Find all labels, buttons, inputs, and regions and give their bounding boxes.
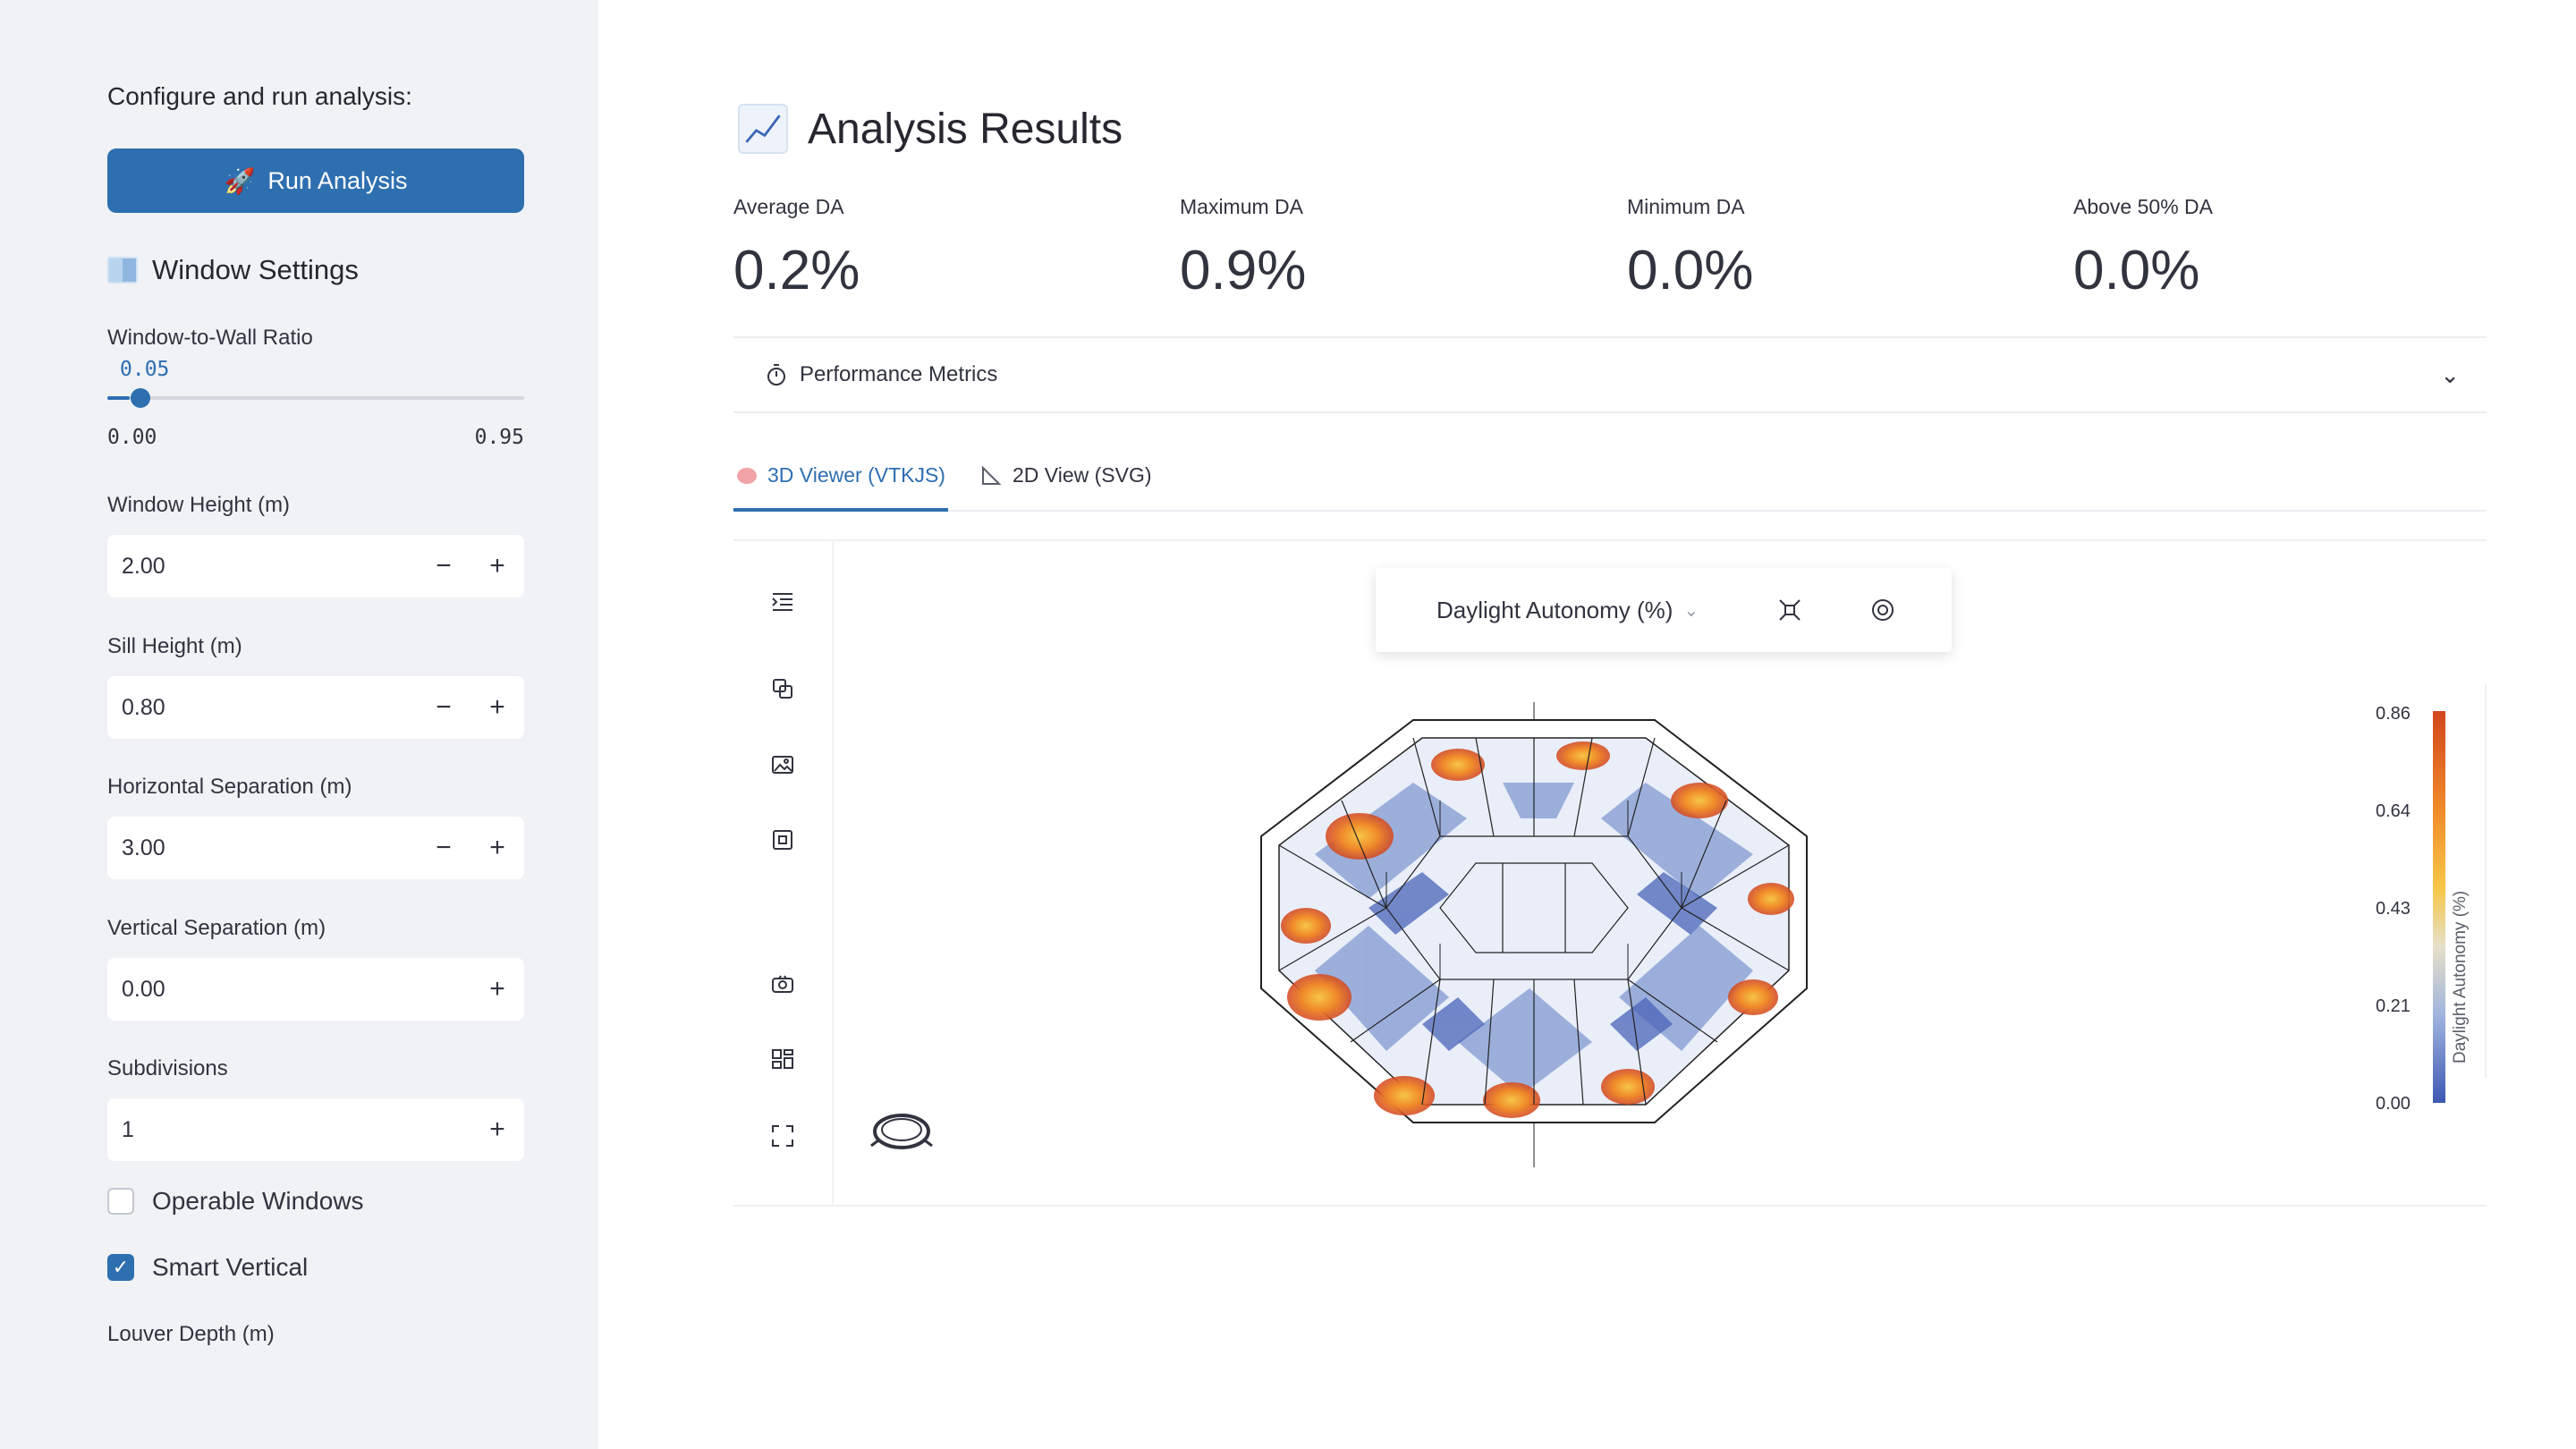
color-legend: 0.86 0.64 0.43 0.21 0.00 Daylight Autono…: [2326, 684, 2487, 1114]
legend-tick: 0.21: [2376, 996, 2411, 1016]
metric-minimum-da: Minimum DA 0.0%: [1627, 195, 2056, 302]
increment-button[interactable]: +: [489, 833, 505, 862]
fullscreen-icon[interactable]: [767, 1121, 798, 1151]
wwr-max: 0.95: [474, 426, 524, 449]
layers-copy-icon[interactable]: [767, 674, 798, 704]
wwr-slider-track[interactable]: [107, 396, 524, 400]
subdivisions-input[interactable]: 1 +: [107, 1098, 524, 1161]
horizontal-separation-input[interactable]: 3.00 − +: [107, 817, 524, 879]
smart-vertical-label: Smart Vertical: [152, 1253, 309, 1281]
smart-vertical-checkbox[interactable]: ✓ Smart Vertical: [107, 1253, 308, 1282]
increment-button[interactable]: +: [489, 551, 505, 580]
window-icon: [107, 257, 138, 284]
image-icon[interactable]: [767, 750, 798, 780]
tab-label: 3D Viewer (VTKJS): [767, 463, 945, 487]
window-height-label: Window Height (m): [107, 493, 291, 517]
chart-increasing-icon: [738, 104, 788, 154]
brain-icon: [737, 467, 757, 484]
legend-gradient-bar: [2433, 711, 2445, 1103]
decrement-button[interactable]: −: [436, 551, 452, 580]
metric-value: 0.9%: [1180, 240, 1307, 301]
metric-label: Minimum DA: [1627, 195, 1745, 218]
increment-button[interactable]: +: [489, 974, 505, 1004]
horizontal-separation-label: Horizontal Separation (m): [107, 775, 352, 799]
vertical-separation-label: Vertical Separation (m): [107, 916, 326, 940]
wwr-label: Window-to-Wall Ratio: [107, 326, 313, 350]
metric-value: 0.0%: [1627, 240, 1754, 301]
checkbox-checked[interactable]: ✓: [107, 1254, 134, 1281]
metric-maximum-da: Maximum DA 0.9%: [1180, 195, 1609, 302]
window-height-value[interactable]: 2.00: [122, 553, 165, 579]
legend-tick: 0.86: [2376, 704, 2411, 724]
viewer-floating-toolbar: Daylight Autonomy (%) ⌄: [1376, 568, 1952, 652]
decrement-button[interactable]: −: [436, 692, 452, 722]
tab-2d-view[interactable]: 2D View (SVG): [980, 463, 1152, 487]
metric-label: Above 50% DA: [2073, 195, 2213, 218]
metric-select-value: Daylight Autonomy (%): [1436, 596, 1674, 623]
operable-windows-label: Operable Windows: [152, 1187, 364, 1215]
orbit-control-icon[interactable]: [866, 1105, 937, 1163]
settings-icon[interactable]: [1868, 595, 1898, 625]
window-settings-label: Window Settings: [152, 254, 359, 285]
expander-label: Performance Metrics: [800, 362, 998, 386]
increment-button[interactable]: +: [489, 692, 505, 722]
stopwatch-icon: [767, 364, 785, 386]
wwr-current-value: 0.05: [120, 358, 170, 381]
sill-height-value[interactable]: 0.80: [122, 694, 165, 720]
page-title-text: Analysis Results: [808, 105, 1123, 153]
decrement-button[interactable]: −: [436, 833, 452, 862]
viewer-tabs: 3D Viewer (VTKJS) 2D View (SVG): [733, 456, 2487, 512]
list-indent-icon[interactable]: [767, 586, 798, 616]
sidebar: Configure and run analysis: 🚀 Run Analys…: [0, 0, 598, 1449]
subdivisions-value[interactable]: 1: [122, 1116, 134, 1142]
subdivisions-label: Subdivisions: [107, 1056, 228, 1080]
legend-tick: 0.43: [2376, 899, 2411, 919]
vertical-separation-input[interactable]: 0.00 +: [107, 958, 524, 1021]
metric-above-50-da: Above 50% DA 0.0%: [2073, 195, 2503, 302]
tab-label: 2D View (SVG): [1013, 463, 1152, 487]
wwr-min: 0.00: [107, 426, 157, 449]
legend-tick: 0.64: [2376, 801, 2411, 821]
tab-3d-viewer[interactable]: 3D Viewer (VTKJS): [737, 463, 945, 487]
viewer-toolbar: [733, 541, 834, 1207]
run-analysis-button[interactable]: 🚀 Run Analysis: [107, 148, 524, 213]
chevron-down-icon: ⌄: [1683, 600, 1699, 621]
metric-label: Maximum DA: [1180, 195, 1304, 218]
sill-height-label: Sill Height (m): [107, 634, 242, 658]
performance-metrics-expander[interactable]: Performance Metrics ⌄: [733, 336, 2487, 413]
horizontal-separation-value[interactable]: 3.00: [122, 835, 165, 860]
rocket-icon: 🚀: [224, 166, 256, 195]
window-height-input[interactable]: 2.00 − +: [107, 535, 524, 597]
chevron-down-icon[interactable]: ⌄: [2440, 361, 2460, 388]
metric-label: Average DA: [733, 195, 844, 218]
legend-title: Daylight Autonomy (%): [2451, 890, 2470, 1063]
page-title: Analysis Results: [738, 104, 1123, 154]
run-analysis-label: Run Analysis: [267, 166, 408, 194]
wwr-slider-fill: [107, 396, 130, 400]
wwr-slider-thumb[interactable]: [131, 388, 150, 408]
increment-button[interactable]: +: [489, 1114, 505, 1144]
3d-viewer[interactable]: Daylight Autonomy (%) ⌄: [733, 539, 2487, 1207]
louver-depth-label: Louver Depth (m): [107, 1322, 275, 1346]
sill-height-input[interactable]: 0.80 − +: [107, 676, 524, 739]
metric-value: 0.2%: [733, 240, 860, 301]
active-tab-indicator: [733, 508, 948, 512]
camera-icon[interactable]: [767, 969, 798, 999]
vertical-separation-value[interactable]: 0.00: [122, 976, 165, 1002]
metric-average-da: Average DA 0.2%: [733, 195, 1163, 302]
operable-windows-checkbox[interactable]: Operable Windows: [107, 1187, 364, 1216]
metric-select[interactable]: Daylight Autonomy (%) ⌄: [1417, 582, 1712, 638]
shrink-view-icon[interactable]: [1775, 595, 1805, 625]
dashboard-icon[interactable]: [767, 1044, 798, 1074]
sidebar-heading: Configure and run analysis:: [107, 82, 412, 110]
window-settings-title: Window Settings: [107, 254, 359, 286]
legend-tick: 0.00: [2376, 1094, 2411, 1114]
checkbox-unchecked[interactable]: [107, 1188, 134, 1215]
expander-header[interactable]: Performance Metrics: [766, 362, 997, 387]
metric-value: 0.0%: [2073, 240, 2200, 301]
grid-focus-icon[interactable]: [767, 825, 798, 855]
triangle-ruler-icon: [982, 465, 1002, 485]
building-3d-model[interactable]: [1234, 702, 1878, 1208]
